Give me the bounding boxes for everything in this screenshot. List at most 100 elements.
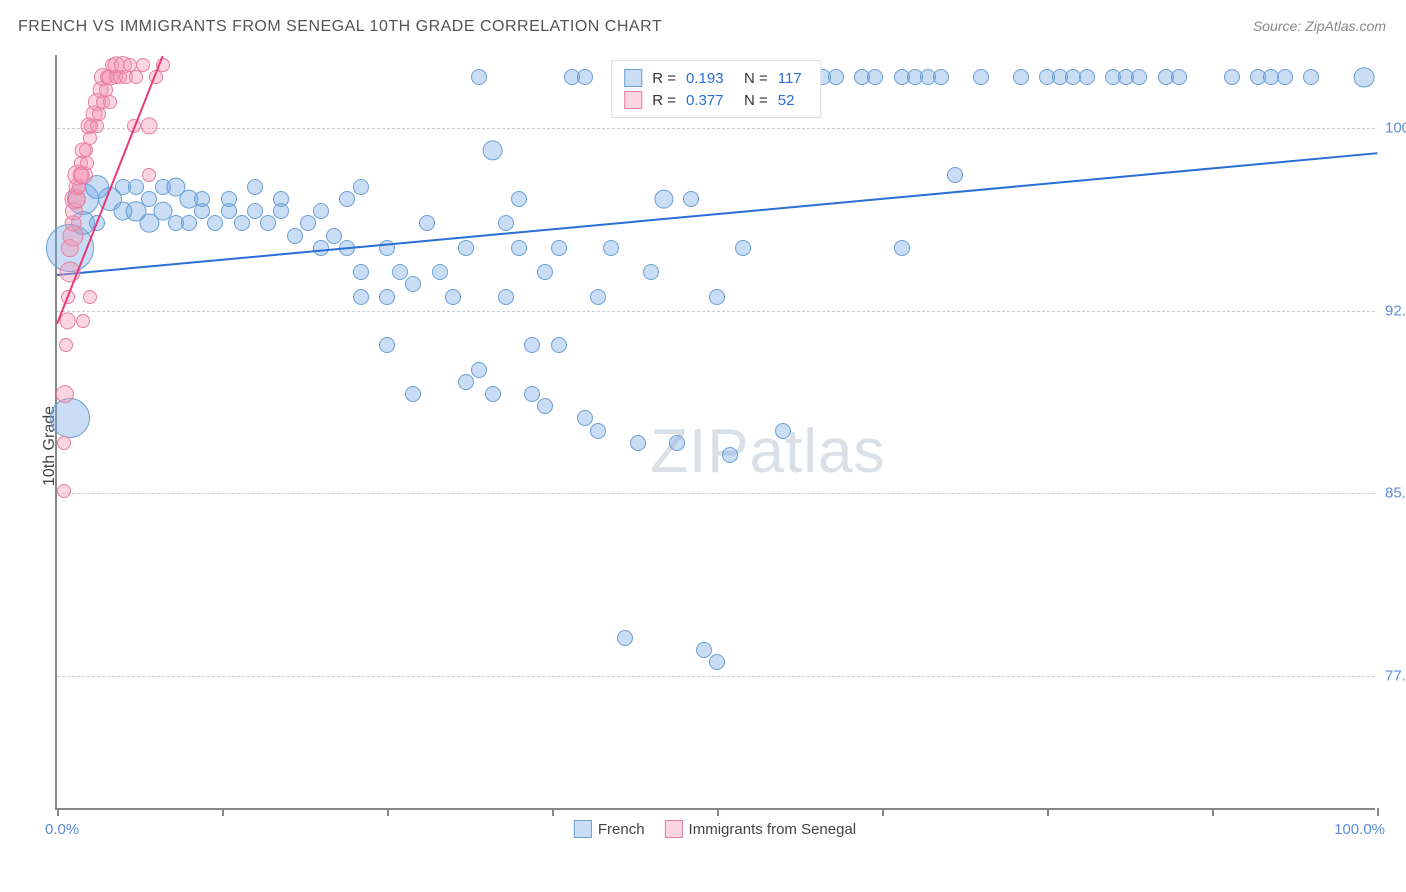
chart-title: FRENCH VS IMMIGRANTS FROM SENEGAL 10TH G… <box>18 18 662 36</box>
data-point <box>57 436 71 450</box>
x-tick <box>717 808 719 816</box>
data-point <box>1303 69 1319 85</box>
x-tick <box>387 808 389 816</box>
data-point <box>76 314 90 328</box>
data-point <box>775 423 791 439</box>
data-point <box>973 69 989 85</box>
legend-series: French Immigrants from Senegal <box>574 820 856 838</box>
gridline <box>57 493 1375 494</box>
data-point <box>247 203 263 219</box>
data-point <box>287 228 303 244</box>
legend-label: Immigrants from Senegal <box>689 821 857 838</box>
data-point <box>181 215 197 231</box>
data-point <box>1171 69 1187 85</box>
data-point <box>129 70 143 84</box>
data-point <box>353 179 369 195</box>
data-point <box>221 191 237 207</box>
data-point <box>103 95 117 109</box>
legend-n-value: 117 <box>778 70 808 87</box>
data-point <box>511 240 527 256</box>
data-point <box>313 240 329 256</box>
legend-item: French <box>574 820 645 838</box>
data-point <box>59 313 76 330</box>
x-tick <box>1212 808 1214 816</box>
x-tick <box>222 808 224 816</box>
gridline <box>57 128 1375 129</box>
data-point <box>655 190 674 209</box>
legend-label: French <box>598 821 645 838</box>
data-point <box>590 423 606 439</box>
legend-r-label: R = <box>652 92 676 109</box>
data-point <box>260 215 276 231</box>
gridline <box>57 676 1375 677</box>
data-point <box>432 264 448 280</box>
data-point <box>617 630 633 646</box>
data-point <box>247 179 263 195</box>
data-point <box>90 119 104 133</box>
data-point <box>353 264 369 280</box>
y-tick-label: 92.5% <box>1385 302 1406 319</box>
data-point <box>537 264 553 280</box>
data-point <box>392 264 408 280</box>
data-point <box>92 107 106 121</box>
data-point <box>300 215 316 231</box>
data-point <box>524 386 540 402</box>
data-point <box>405 386 421 402</box>
data-point <box>577 410 593 426</box>
x-axis-max-label: 100.0% <box>1334 821 1385 838</box>
y-tick-label: 77.5% <box>1385 668 1406 685</box>
legend-swatch <box>624 69 642 87</box>
y-tick-label: 85.0% <box>1385 485 1406 502</box>
data-point <box>57 484 71 498</box>
data-point <box>80 156 94 170</box>
data-point <box>709 289 725 305</box>
data-point <box>1224 69 1240 85</box>
data-point <box>379 337 395 353</box>
legend-swatch <box>624 91 642 109</box>
data-point <box>59 338 73 352</box>
x-tick <box>1377 808 1379 816</box>
data-point <box>1131 69 1147 85</box>
data-point <box>353 289 369 305</box>
data-point <box>669 435 685 451</box>
data-point <box>207 215 223 231</box>
watermark: ZIPatlas <box>650 416 885 487</box>
data-point <box>1353 67 1374 88</box>
data-point <box>194 191 210 207</box>
data-point <box>326 228 342 244</box>
data-point <box>867 69 883 85</box>
data-point <box>603 240 619 256</box>
data-point <box>1277 69 1293 85</box>
legend-row: R =0.193N =117 <box>624 67 808 89</box>
source-label: Source: ZipAtlas.com <box>1253 18 1386 34</box>
watermark-light: atlas <box>750 417 886 486</box>
data-point <box>1013 69 1029 85</box>
data-point <box>735 240 751 256</box>
data-point <box>630 435 646 451</box>
data-point <box>471 69 487 85</box>
legend-n-label: N = <box>744 70 768 87</box>
data-point <box>83 131 97 145</box>
data-point <box>83 290 97 304</box>
data-point <box>458 374 474 390</box>
chart-area: ZIPatlas R =0.193N =117R =0.377N =52 77.… <box>55 55 1375 810</box>
data-point <box>524 337 540 353</box>
data-point <box>482 140 503 161</box>
data-point <box>1079 69 1095 85</box>
legend-r-value: 0.193 <box>686 70 734 87</box>
data-point <box>511 191 527 207</box>
data-point <box>722 447 738 463</box>
legend-item: Immigrants from Senegal <box>665 820 857 838</box>
x-tick <box>552 808 554 816</box>
data-point <box>50 398 90 438</box>
data-point <box>551 240 567 256</box>
legend-n-label: N = <box>744 92 768 109</box>
y-tick-label: 100.0% <box>1385 120 1406 137</box>
data-point <box>709 654 725 670</box>
data-point <box>405 276 421 292</box>
data-point <box>445 289 461 305</box>
data-point <box>313 203 329 219</box>
data-point <box>947 167 963 183</box>
x-tick <box>57 808 59 816</box>
data-point <box>551 337 567 353</box>
